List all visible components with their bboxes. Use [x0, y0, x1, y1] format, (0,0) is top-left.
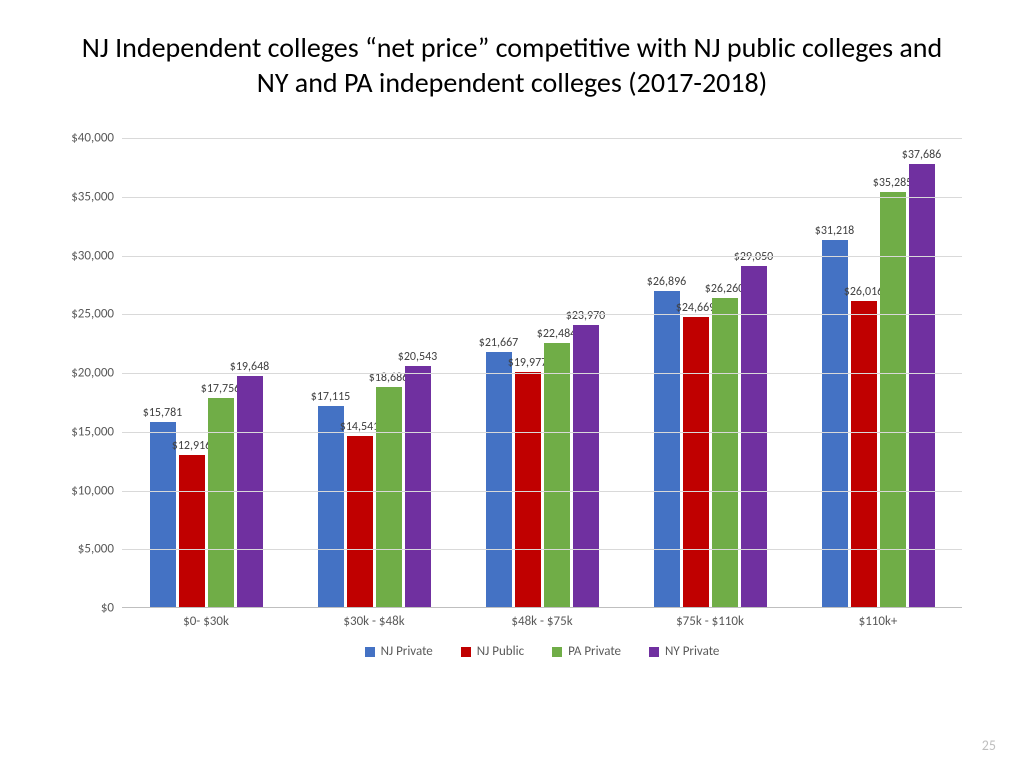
legend-label: NJ Private [381, 644, 433, 659]
bar: $19,648 [237, 376, 263, 607]
gridline [122, 197, 962, 198]
gridline [122, 256, 962, 257]
bar: $14,541 [347, 436, 373, 607]
bar: $17,115 [318, 406, 344, 607]
x-tick-label: $0- $30k [122, 608, 290, 629]
bar: $24,669 [683, 317, 709, 607]
bar: $20,543 [405, 366, 431, 607]
bar-value-label: $24,669 [676, 301, 716, 315]
y-tick-label: $10,000 [71, 483, 114, 498]
legend-swatch [461, 647, 471, 657]
bar: $17,756 [208, 398, 234, 607]
bar: $26,016 [851, 301, 877, 607]
bar-value-label: $26,016 [844, 285, 884, 299]
gridline [122, 373, 962, 374]
bar-value-label: $35,285 [873, 176, 913, 190]
gridline [122, 138, 962, 139]
x-tick-label: $48k - $75k [458, 608, 626, 629]
bar-chart: $15,781$12,916$17,756$19,648$17,115$14,5… [52, 128, 972, 688]
gridline [122, 491, 962, 492]
gridline [122, 549, 962, 550]
legend-label: NY Private [665, 644, 719, 659]
gridline [122, 432, 962, 433]
bar: $26,896 [654, 291, 680, 607]
y-tick-label: $35,000 [71, 189, 114, 204]
legend-item: NJ Public [461, 644, 524, 659]
legend-label: PA Private [568, 644, 621, 659]
y-tick-label: $30,000 [71, 248, 114, 263]
legend-item: PA Private [552, 644, 621, 659]
bar-value-label: $22,484 [537, 327, 577, 341]
slide-container: NJ Independent colleges “net price” comp… [0, 0, 1024, 768]
bar: $18,686 [376, 387, 402, 607]
y-tick-label: $5,000 [78, 542, 114, 557]
bar-value-label: $20,543 [398, 350, 438, 364]
legend-swatch [552, 647, 562, 657]
bar-value-label: $37,686 [902, 148, 942, 162]
bar: $26,260 [712, 298, 738, 607]
bar: $29,050 [741, 266, 767, 607]
legend-swatch [365, 647, 375, 657]
bar-value-label: $17,756 [201, 382, 241, 396]
bar: $21,667 [486, 352, 512, 607]
y-tick-label: $0 [101, 601, 114, 616]
slide-title: NJ Independent colleges “net price” comp… [50, 30, 974, 100]
bar-value-label: $17,115 [311, 390, 351, 404]
y-tick-label: $40,000 [71, 131, 114, 146]
x-axis: $0- $30k$30k - $48k$48k - $75k$75k - $11… [122, 608, 962, 629]
bar: $23,970 [573, 325, 599, 607]
bar: $37,686 [909, 164, 935, 607]
plot-area: $15,781$12,916$17,756$19,648$17,115$14,5… [122, 138, 962, 608]
bar-value-label: $26,260 [705, 282, 745, 296]
x-tick-label: $30k - $48k [290, 608, 458, 629]
bar-value-label: $21,667 [479, 336, 519, 350]
bar-value-label: $23,970 [566, 309, 606, 323]
x-tick-label: $110k+ [794, 608, 962, 629]
bar: $22,484 [544, 343, 570, 607]
page-number: 25 [982, 737, 996, 754]
bar-value-label: $15,781 [143, 406, 183, 420]
y-tick-label: $20,000 [71, 366, 114, 381]
legend-swatch [649, 647, 659, 657]
x-tick-label: $75k - $110k [626, 608, 794, 629]
bar: $12,916 [179, 455, 205, 607]
legend: NJ Private NJ Public PA Private NY Private [122, 638, 962, 661]
legend-label: NJ Public [477, 644, 524, 659]
gridline [122, 314, 962, 315]
bar-value-label: $31,218 [815, 224, 855, 238]
bar-value-label: $19,977 [508, 356, 548, 370]
legend-item: NY Private [649, 644, 719, 659]
y-tick-label: $15,000 [71, 424, 114, 439]
y-tick-label: $25,000 [71, 307, 114, 322]
bar-value-label: $12,916 [172, 439, 212, 453]
bar-value-label: $29,050 [734, 250, 774, 264]
legend-item: NJ Private [365, 644, 433, 659]
bar-value-label: $26,896 [647, 275, 687, 289]
